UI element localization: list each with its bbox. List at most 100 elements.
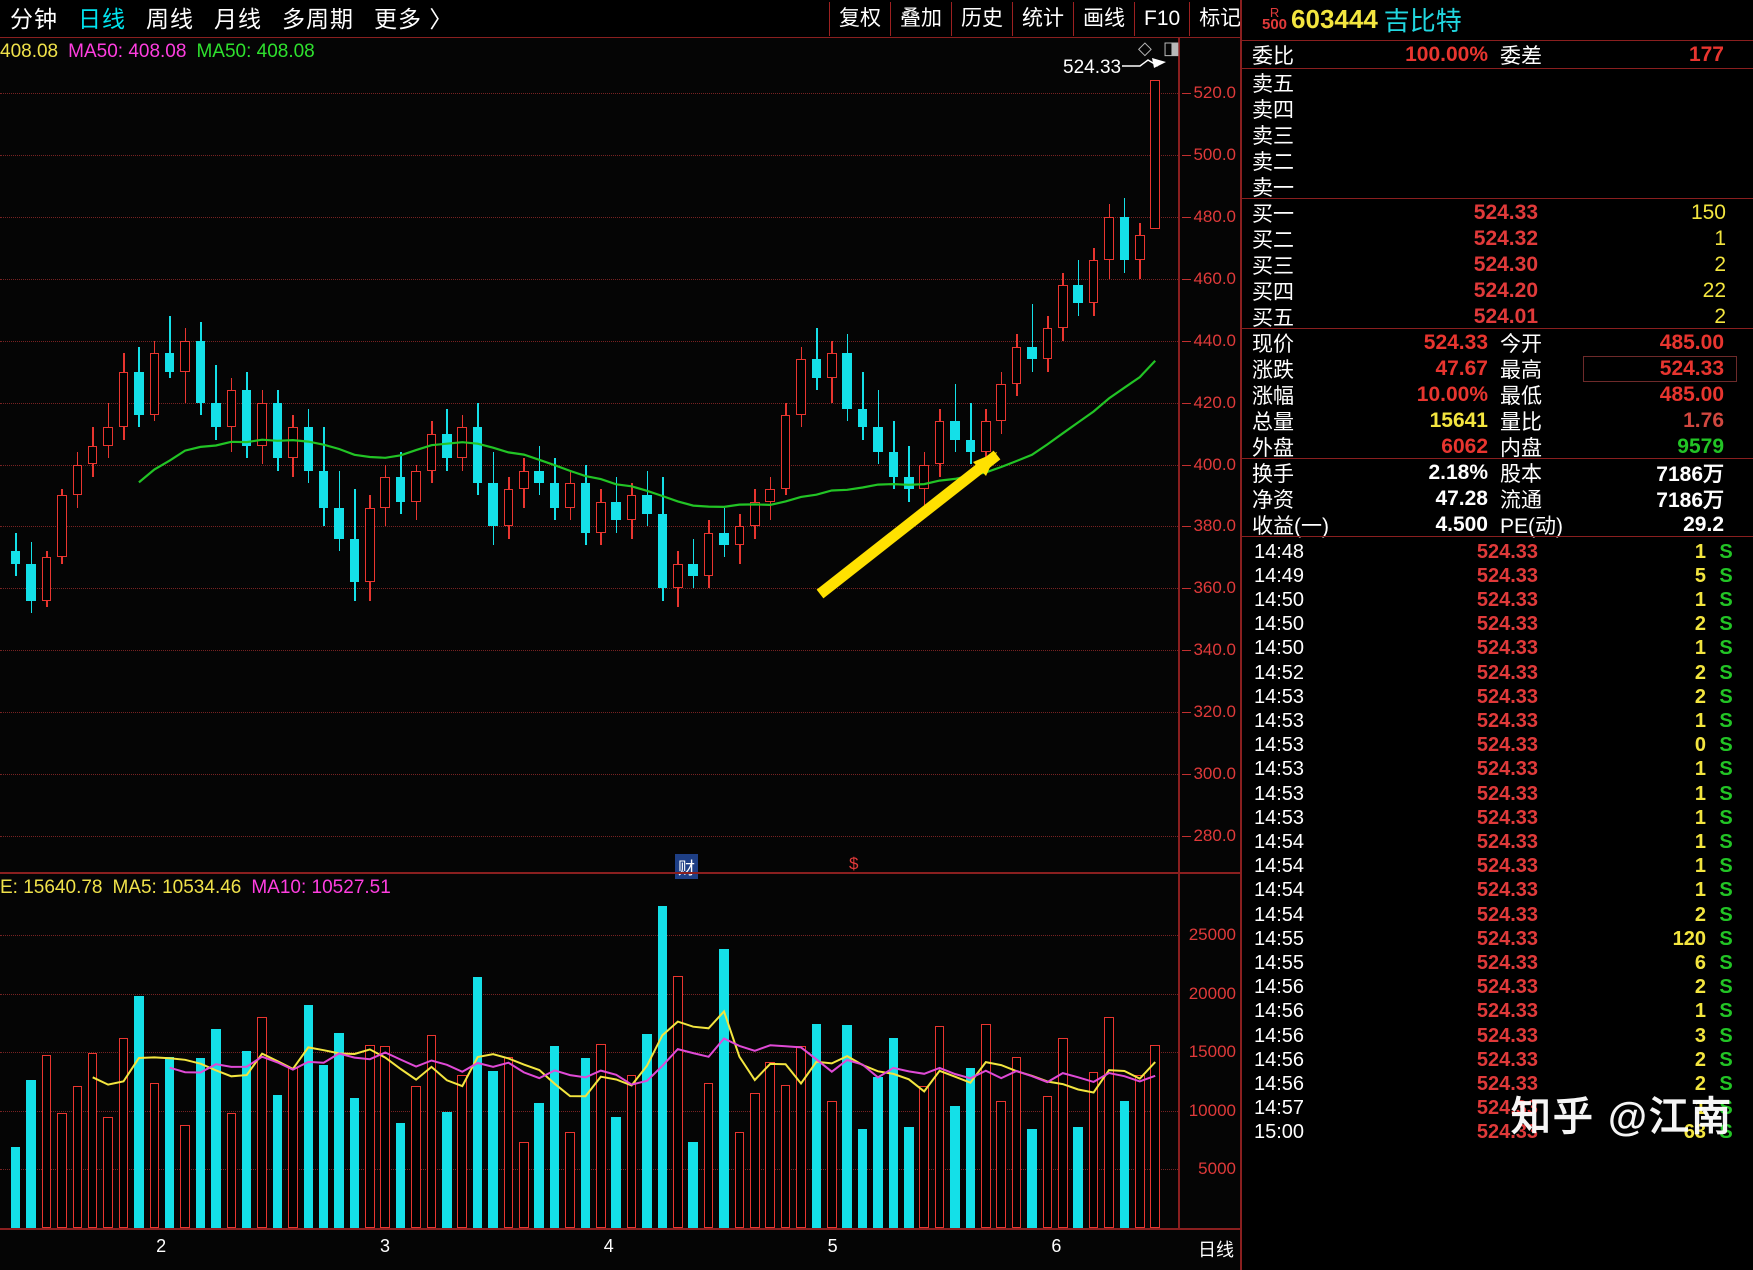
tick-row[interactable]: 14:53 524.33 1 S [1242,782,1753,806]
volume-bar [796,1045,806,1228]
volume-bar [1042,1096,1053,1228]
candle-body [1088,260,1099,304]
volume-bar [26,1080,36,1228]
price-chart[interactable] [0,62,1178,867]
tick-row[interactable]: 14:55 524.33 6 S [1242,951,1753,975]
tick-time: 14:53 [1254,782,1305,805]
rank-flag-icon: R 500 [1262,6,1287,32]
volume-chart[interactable] [0,900,1178,1228]
bid-row-1[interactable]: 买一 524.33 150 [1242,200,1753,226]
candle-body [1027,346,1037,360]
tick-row[interactable]: 14:57 524.33 1 S [1242,1097,1753,1121]
bid-row-4[interactable]: 买四 524.20 22 [1242,278,1753,304]
detail-value-right: 485.00 [1659,383,1724,406]
price-tick-label: 360.0 [1193,578,1236,598]
tick-direction-flag: S [1719,613,1733,636]
ask-row-4[interactable]: 卖四 [1242,96,1753,122]
candle-body [780,414,791,490]
period-tab-4[interactable]: 多周期 [282,6,354,32]
volume-bar [180,1124,190,1228]
volume-bar [1104,1017,1114,1228]
tick-row[interactable]: 14:54 524.33 2 S [1242,903,1753,927]
volume-bar [1088,1071,1099,1228]
tick-price: 524.33 [1476,1048,1538,1071]
volume-bar [580,1058,591,1228]
diamond-icon[interactable]: ◇ [1138,38,1152,58]
candle-body [426,433,437,471]
tick-row[interactable]: 14:54 524.33 1 S [1242,855,1753,879]
bid-row-3[interactable]: 买三 524.30 2 [1242,252,1753,278]
volume-bar [934,1026,945,1228]
candle-body [457,427,468,459]
price-tick-mark [1182,92,1191,94]
volume-bar [41,1054,52,1228]
ma-legend-value: 408.08 [0,41,59,62]
chart-mark-cai[interactable]: 财 [675,854,698,879]
tick-row[interactable]: 14:52 524.33 2 S [1242,661,1753,685]
tick-price: 524.33 [1476,709,1538,732]
volume-gridline [0,993,1178,995]
volume-bar [688,1142,698,1228]
detail-fundamental-divider [1242,458,1753,459]
tick-time: 14:49 [1254,564,1305,587]
tick-direction-flag: S [1719,564,1733,587]
volume-bar [1150,1045,1160,1228]
period-tab-3[interactable]: 月线 [214,6,262,32]
candle-body [1135,235,1145,261]
tick-row[interactable]: 14:54 524.33 1 S [1242,830,1753,854]
candle-body [257,402,267,446]
tick-row[interactable]: 14:56 524.33 1 S [1242,1000,1753,1024]
tick-price: 524.33 [1476,1097,1538,1120]
toolbar-button-复权[interactable]: 复权 [829,2,891,36]
tick-row[interactable]: 14:50 524.33 2 S [1242,613,1753,637]
volume-bar [1058,1037,1068,1228]
candle-body [118,371,129,428]
tick-row[interactable]: 14:49 524.33 5 S [1242,564,1753,588]
volume-tick-label: 15000 [1188,1042,1236,1062]
tick-row[interactable]: 14:55 524.33 120 S [1242,927,1753,951]
bid-row-2[interactable]: 买二 524.32 1 [1242,226,1753,252]
tick-row[interactable]: 14:56 524.33 2 S [1242,1048,1753,1072]
toolbar-button-叠加[interactable]: 叠加 [890,2,952,36]
toolbar-button-统计[interactable]: 统计 [1012,2,1074,36]
tick-row[interactable]: 14:53 524.33 1 S [1242,806,1753,830]
tick-row[interactable]: 14:54 524.33 1 S [1242,879,1753,903]
period-tab-1[interactable]: 日线 [78,6,126,32]
volume-bar [596,1044,606,1228]
ask-row-2[interactable]: 卖二 [1242,148,1753,174]
tick-volume: 1 [1694,637,1706,660]
stock-header[interactable]: R 500 603444 吉比特 [1242,0,1753,38]
price-tick-mark [1182,774,1191,776]
bid-label: 买三 [1252,255,1294,278]
tick-row[interactable]: 14:48 524.33 1 S [1242,540,1753,564]
volume-bar [395,1122,406,1228]
tick-row[interactable]: 15:00 524.33 63 S [1242,1121,1753,1145]
toolbar-button-F10[interactable]: F10 [1134,2,1191,36]
toolbar-button-历史[interactable]: 历史 [951,2,1013,36]
tick-row[interactable]: 14:50 524.33 1 S [1242,637,1753,661]
tick-row[interactable]: 14:50 524.33 1 S [1242,588,1753,612]
ma-legend: 408.08 MA50: 408.08 MA50: 408.08 [0,40,315,64]
tick-row[interactable]: 14:56 524.33 2 S [1242,1072,1753,1096]
price-tick-label: 460.0 [1193,268,1236,288]
ask-row-5[interactable]: 卖五 [1242,70,1753,96]
bid-row-5[interactable]: 买五 524.01 2 [1242,304,1753,330]
volume-bar [1073,1127,1083,1228]
chart-mark-s[interactable]: $ [849,854,859,873]
toolbar-button-画线[interactable]: 画线 [1073,2,1135,36]
candle-body [164,353,175,372]
period-tab-0[interactable]: 分钟 [10,6,58,32]
tick-row[interactable]: 14:53 524.33 1 S [1242,709,1753,733]
tick-row[interactable]: 14:53 524.33 0 S [1242,734,1753,758]
period-tab-5[interactable]: 更多 〉 [374,6,454,32]
tick-row[interactable]: 14:56 524.33 3 S [1242,1024,1753,1048]
tick-row[interactable]: 14:53 524.33 1 S [1242,758,1753,782]
panel-toggle-icon[interactable]: ◨ [1163,38,1181,58]
tick-row[interactable]: 14:53 524.33 2 S [1242,685,1753,709]
time-axis-label: 6 [1051,1236,1062,1256]
tick-time: 14:52 [1254,661,1305,684]
ask-row-3[interactable]: 卖三 [1242,122,1753,148]
ask-row-1[interactable]: 卖一 [1242,174,1753,200]
tick-row[interactable]: 14:56 524.33 2 S [1242,976,1753,1000]
period-tab-2[interactable]: 周线 [146,6,194,32]
